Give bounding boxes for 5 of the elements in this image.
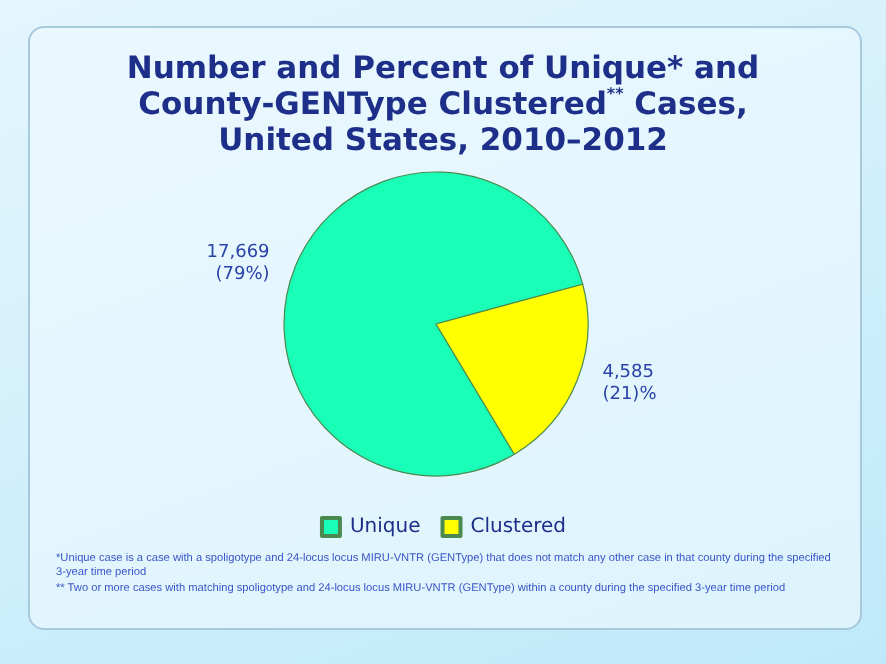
data-label: 17,669 (79%): [206, 243, 271, 286]
chart-title: Number and Percent of Unique* and County-GENType Clustered** Cases, United States, 2010–2012: [126, 50, 760, 158]
legend-label: Clustered: [470, 516, 567, 538]
legend-label: Unique: [349, 516, 421, 538]
data-label: 4,585 (21)%: [602, 362, 658, 405]
